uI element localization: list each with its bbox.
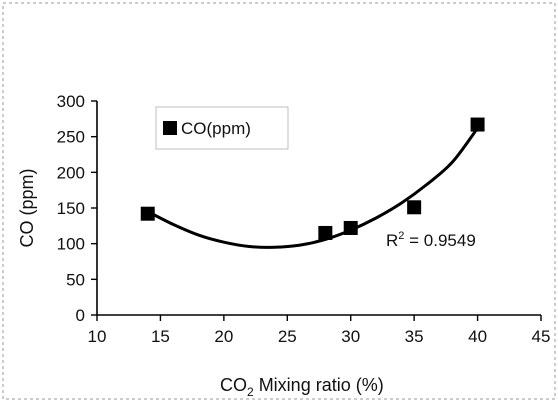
- legend-label: CO(ppm): [181, 119, 251, 138]
- data-point: [318, 225, 333, 240]
- x-ticks: 10 15 20 25 30 35 40 45: [88, 315, 551, 346]
- x-tick-label: 30: [341, 327, 360, 346]
- y-tick-label: 50: [66, 270, 85, 289]
- x-axis-title: CO2 Mixing ratio (%): [220, 375, 384, 399]
- x-axis-title-subscript: 2: [247, 385, 254, 399]
- x-tick-label: 45: [532, 327, 551, 346]
- y-tick-label: 250: [57, 128, 85, 147]
- x-tick-label: 10: [88, 327, 107, 346]
- trendline: [146, 126, 480, 249]
- r-squared-annotation: R2 = 0.9549: [386, 230, 476, 250]
- x-axis-title-prefix: CO: [220, 375, 247, 395]
- data-point: [470, 117, 485, 132]
- x-tick-label: 40: [468, 327, 487, 346]
- r-squared-base: R: [386, 231, 398, 250]
- y-tick-label: 0: [76, 306, 85, 325]
- legend: CO(ppm): [155, 106, 289, 150]
- y-tick-label: 300: [57, 92, 85, 111]
- x-axis-title-suffix: Mixing ratio (%): [254, 375, 384, 395]
- r-squared-value: = 0.9549: [404, 231, 475, 250]
- y-tick-label: 100: [57, 235, 85, 254]
- x-tick-label: 20: [214, 327, 233, 346]
- data-point: [343, 220, 358, 235]
- data-point: [140, 206, 155, 221]
- y-ticks: 0 50 100 150 200 250 300: [57, 92, 97, 325]
- x-tick-label: 35: [405, 327, 424, 346]
- y-tick-label: 200: [57, 163, 85, 182]
- r-squared-superscript: 2: [398, 230, 404, 242]
- y-tick-label: 150: [57, 199, 85, 218]
- x-tick-label: 25: [278, 327, 297, 346]
- y-axis-title: CO (ppm): [17, 168, 37, 247]
- data-point: [407, 200, 422, 215]
- x-tick-label: 15: [151, 327, 170, 346]
- legend-box: [155, 106, 289, 150]
- data-points: [140, 117, 485, 240]
- legend-marker: [163, 121, 177, 135]
- chart-border: [2, 2, 556, 400]
